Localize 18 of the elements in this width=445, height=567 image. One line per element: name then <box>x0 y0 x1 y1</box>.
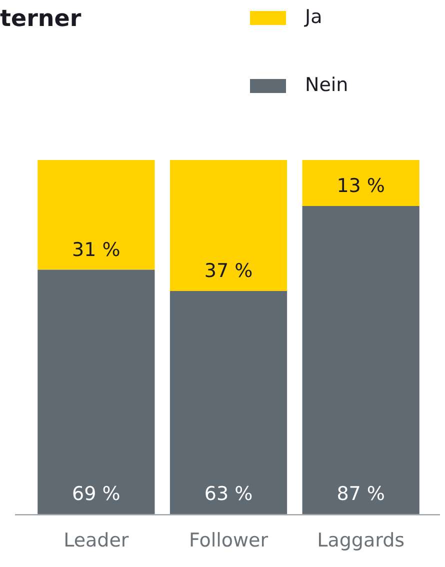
bar <box>38 160 155 270</box>
legend-label: Ja <box>304 6 322 28</box>
data-label: 13 % <box>336 175 385 198</box>
x-tick-label: Leader <box>64 530 129 552</box>
data-label: 31 % <box>72 238 120 261</box>
bar <box>302 160 420 206</box>
data-label: 87 % <box>336 483 385 506</box>
bar <box>170 160 288 292</box>
x-tick-label: Laggards <box>317 530 405 552</box>
data-label: 37 % <box>204 260 253 282</box>
bar <box>170 291 288 514</box>
x-tick-label: Follower <box>188 530 268 552</box>
legend-label: Nein <box>305 74 348 96</box>
data-label: 69 % <box>72 483 120 506</box>
bar <box>38 270 155 514</box>
data-label: 63 % <box>204 483 253 506</box>
chart-title: terner <box>0 6 82 32</box>
bar <box>302 206 420 514</box>
